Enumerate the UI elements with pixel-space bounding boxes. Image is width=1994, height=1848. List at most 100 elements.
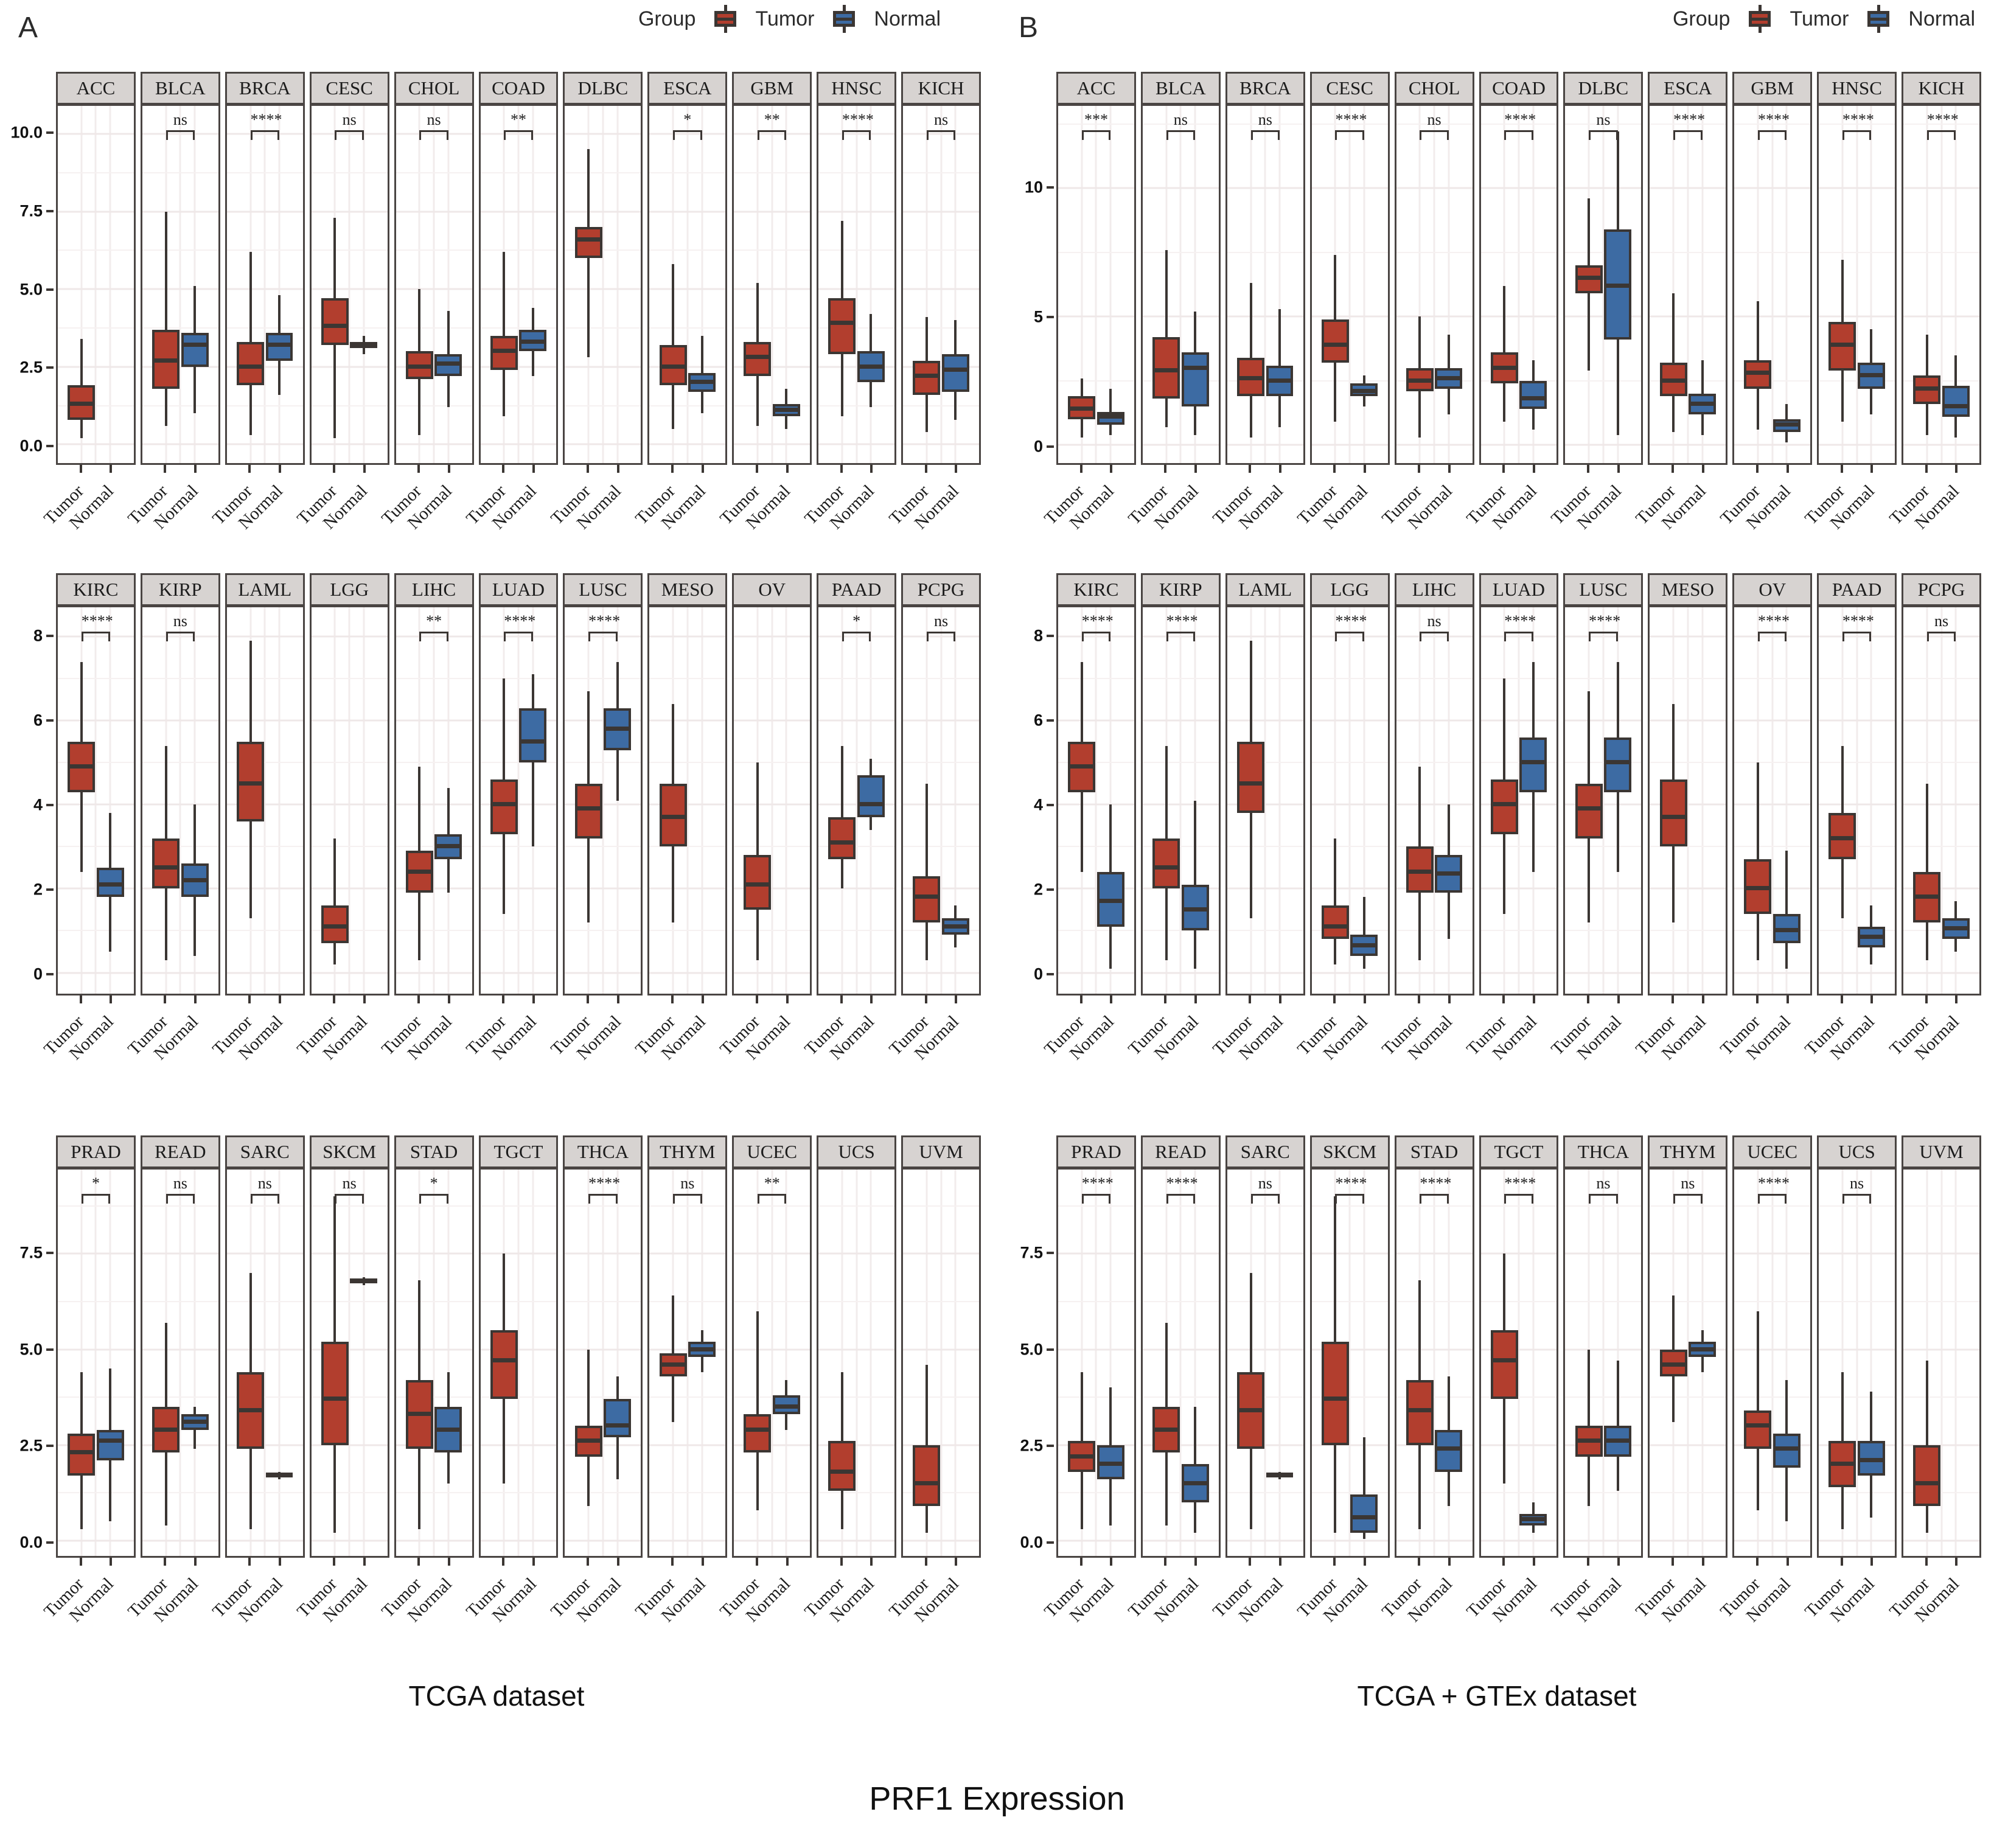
tumor-median-line xyxy=(1829,1462,1856,1466)
x-axis-labels: Tumor Normal xyxy=(1717,995,1812,1102)
vertical-gridline xyxy=(602,106,604,463)
tumor-median-line xyxy=(660,1362,686,1367)
minor-gridline xyxy=(1480,380,1557,382)
major-gridline xyxy=(1819,887,1895,890)
major-gridline xyxy=(311,1539,388,1542)
vertical-gridline xyxy=(856,607,858,994)
facet-plot-area: **** xyxy=(1309,1168,1390,1558)
facet-strip-label: HNSC xyxy=(1817,72,1897,105)
minor-gridline xyxy=(1227,930,1303,932)
facet-plot-area: ns xyxy=(1394,606,1474,995)
significance-annotation: * xyxy=(81,1176,111,1212)
vertical-gridline xyxy=(856,1170,858,1556)
vertical-gridline xyxy=(954,106,957,463)
significance-bracket xyxy=(673,1194,702,1204)
facet-strip-label: THYM xyxy=(1648,1135,1728,1168)
significance-bracket xyxy=(1757,1194,1787,1204)
minor-gridline xyxy=(311,249,388,251)
vertical-gridline xyxy=(1701,106,1704,463)
normal-median-line xyxy=(1520,396,1546,401)
tumor-box xyxy=(1490,779,1518,834)
significance-annotation: **** xyxy=(1673,112,1705,148)
significance-annotation: **** xyxy=(1335,613,1367,650)
x-axis-labels: Tumor Normal xyxy=(1210,465,1305,571)
tumor-median-line xyxy=(491,1358,517,1363)
significance-annotation: **** xyxy=(1504,613,1536,650)
major-gridline xyxy=(58,887,134,890)
x-axis-labels: Tumor Normal xyxy=(209,465,305,571)
vertical-gridline xyxy=(841,1170,843,1556)
minor-gridline xyxy=(565,405,641,406)
major-gridline xyxy=(1650,1348,1726,1350)
vertical-gridline xyxy=(1602,607,1605,994)
major-gridline xyxy=(1650,635,1726,638)
significance-bracket xyxy=(588,632,618,641)
minor-gridline xyxy=(565,249,641,251)
facet-plot-area xyxy=(817,1168,897,1558)
minor-gridline xyxy=(1227,123,1303,125)
tumor-median-line xyxy=(406,869,433,874)
minor-gridline xyxy=(311,405,388,406)
minor-gridline xyxy=(1396,678,1473,680)
vertical-gridline xyxy=(1264,1170,1266,1556)
y-axis-tick-mark xyxy=(1047,316,1054,319)
significance-label: *** xyxy=(1084,111,1108,128)
facet-TGCT: TGCT Tumor Normal xyxy=(462,1135,559,1664)
significance-bracket xyxy=(419,1194,448,1204)
x-axis-tick-mark xyxy=(587,1558,590,1566)
y-axis-tick-mark xyxy=(1047,719,1054,722)
vertical-gridline xyxy=(94,106,97,463)
facet-strip-label: READ xyxy=(1140,1135,1221,1168)
y-axis-tick-label: 8 xyxy=(1033,626,1043,645)
facet-STAD: STAD * Tumor Normal xyxy=(378,1135,474,1664)
facet-plot-area: **** xyxy=(478,606,559,995)
significance-bracket xyxy=(166,130,195,140)
major-gridline xyxy=(1650,1444,1726,1446)
major-gridline xyxy=(1480,444,1557,446)
significance-annotation: ns xyxy=(1673,1176,1703,1212)
x-axis-tick-mark xyxy=(587,465,590,473)
x-axis-labels: Tumor Normal xyxy=(547,1558,643,1664)
facet-plot-area: **** xyxy=(56,606,136,995)
x-axis-tick-mark xyxy=(840,1558,843,1566)
x-axis-labels: Tumor Normal xyxy=(378,995,474,1102)
tumor-box xyxy=(1659,779,1687,847)
minor-gridline xyxy=(1650,846,1726,848)
facet-plot-area: ** xyxy=(732,105,812,465)
major-gridline xyxy=(396,635,472,638)
tumor-box xyxy=(828,1441,856,1491)
minor-gridline xyxy=(1903,1300,1979,1302)
minor-gridline xyxy=(1903,678,1979,680)
x-axis-labels: Tumor Normal xyxy=(462,1558,559,1664)
tumor-median-line xyxy=(406,1412,433,1417)
vertical-gridline xyxy=(1448,607,1450,994)
major-gridline xyxy=(142,443,218,445)
facet-strip-label: STAD xyxy=(1394,1135,1474,1168)
major-gridline xyxy=(1142,1539,1219,1542)
tumor-median-line xyxy=(1745,886,1771,891)
major-gridline xyxy=(1058,1348,1134,1350)
minor-gridline xyxy=(396,678,472,680)
vertical-gridline xyxy=(1954,106,1957,463)
normal-median-line xyxy=(1689,1347,1715,1351)
vertical-gridline xyxy=(532,1170,534,1556)
minor-gridline xyxy=(1058,846,1134,848)
major-gridline xyxy=(565,1348,641,1350)
major-gridline xyxy=(226,443,303,445)
vertical-gridline xyxy=(193,607,196,994)
significance-label: ns xyxy=(1934,612,1949,630)
major-gridline xyxy=(565,887,641,890)
major-gridline xyxy=(565,1539,641,1542)
facet-HNSC: HNSC **** Tumor Normal xyxy=(801,72,897,571)
normal-median-line xyxy=(1351,943,1378,947)
significance-annotation: ns xyxy=(419,112,448,148)
significance-annotation: ns xyxy=(926,112,956,148)
y-axis-tick-label: 7.5 xyxy=(19,1243,43,1262)
x-axis-tick-mark xyxy=(248,995,251,1003)
tumor-median-line xyxy=(237,364,263,369)
minor-gridline xyxy=(1311,678,1388,680)
normal-median-line xyxy=(1351,388,1378,393)
y-axis-tick-label: 6 xyxy=(1033,711,1043,730)
facet-GBM: GBM **** Tumor Normal xyxy=(1717,72,1813,571)
x-axis-labels: Tumor Normal xyxy=(1632,1558,1727,1664)
